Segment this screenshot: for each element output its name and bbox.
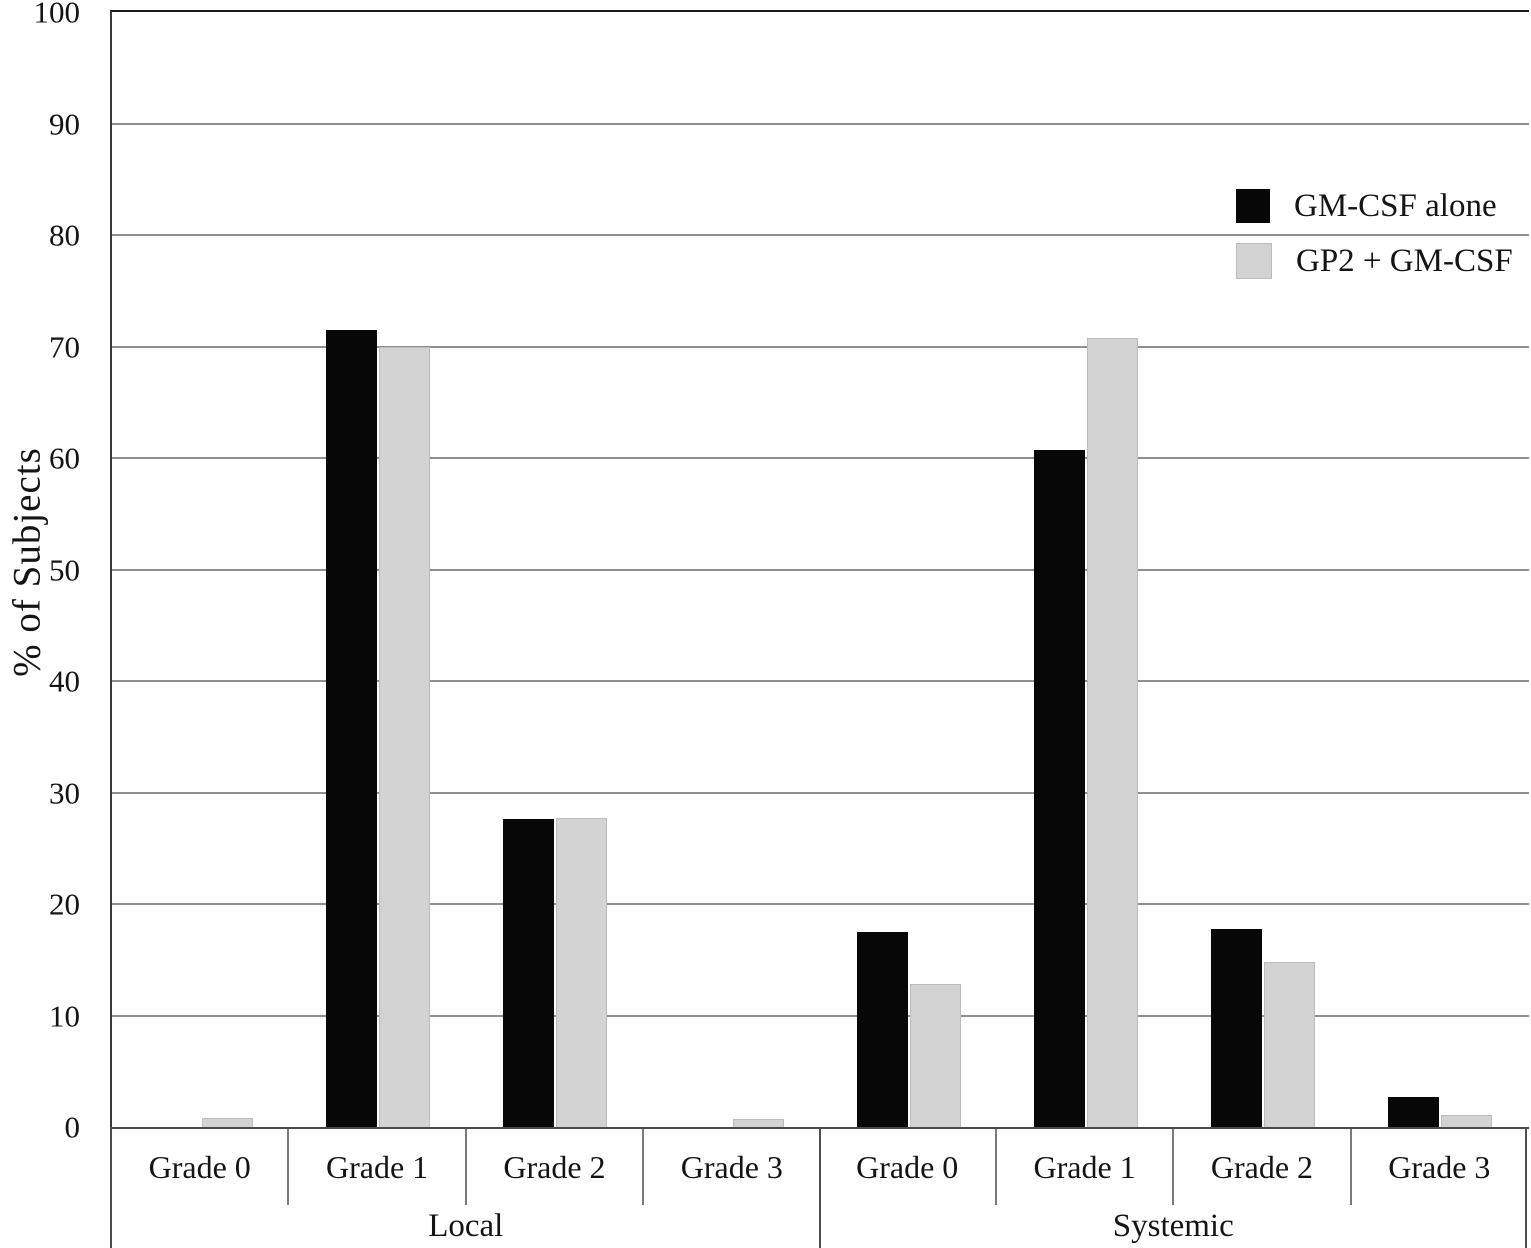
y-tick-label: 70 xyxy=(49,329,80,364)
y-tick-label: 100 xyxy=(33,0,81,30)
legend-label: GP2 + GM-CSF xyxy=(1296,242,1513,279)
x-category-label: Grade 3 xyxy=(680,1148,783,1185)
legend-item-gmcsf-alone: GM-CSF alone xyxy=(1236,188,1513,224)
axis-separator-middle xyxy=(819,1127,821,1248)
axis-separator-right xyxy=(1525,1127,1527,1248)
gridline xyxy=(112,568,1529,571)
category-cell xyxy=(998,12,1175,1127)
x-category-label: Grade 3 xyxy=(1388,1148,1491,1185)
category-cell xyxy=(1352,12,1529,1127)
bar-gp2-gmcsf xyxy=(732,1119,784,1127)
legend-label: GM-CSF alone xyxy=(1294,187,1497,224)
legend-item-gp2-gmcsf: GP2 + GM-CSF xyxy=(1236,243,1513,279)
gridline xyxy=(112,234,1529,236)
gridline xyxy=(112,345,1529,348)
x-group-label: Local xyxy=(428,1208,504,1244)
gridline xyxy=(112,1014,1529,1017)
category-cell xyxy=(643,12,820,1127)
bar-gp2-gmcsf xyxy=(1441,1114,1493,1127)
category-cell xyxy=(466,12,643,1127)
bar-gmcsf-alone xyxy=(857,931,909,1127)
x-group-label: Systemic xyxy=(1112,1208,1234,1244)
legend: GM-CSF alone GP2 + GM-CSF xyxy=(1236,188,1513,279)
bar-gp2-gmcsf xyxy=(555,818,607,1127)
x-category-label: Grade 2 xyxy=(1174,1129,1352,1205)
bar-gp2-gmcsf xyxy=(201,1118,253,1127)
bar-gmcsf-alone xyxy=(1211,928,1263,1127)
category-cell xyxy=(821,12,998,1127)
legend-swatch-black xyxy=(1236,189,1270,223)
bar-gp2-gmcsf xyxy=(378,346,430,1127)
x-category-label: Grade 0 xyxy=(112,1129,290,1205)
y-tick-label: 80 xyxy=(49,217,80,253)
x-axis-category-row: Grade 0 Grade 1 Grade 2 Grade 3 Grade 0 Grade… xyxy=(112,1129,1527,1205)
x-category-label: Grade 0 xyxy=(820,1129,997,1205)
bar-gp2-gmcsf xyxy=(1087,337,1139,1127)
gridline xyxy=(112,457,1529,459)
y-tick-label: 90 xyxy=(49,106,80,141)
legend-swatch-gray xyxy=(1236,243,1272,279)
y-tick-label: 10 xyxy=(49,998,80,1033)
y-tick-label: 20 xyxy=(49,886,80,922)
bar-gmcsf-alone xyxy=(502,819,554,1127)
bar-gp2-gmcsf xyxy=(1264,961,1316,1127)
bars-container xyxy=(112,12,1529,1127)
y-tick-label: 0 xyxy=(64,1109,81,1145)
bar-gmcsf-alone xyxy=(1388,1096,1440,1127)
y-tick-label: 30 xyxy=(49,775,80,810)
category-cell xyxy=(112,12,289,1127)
category-cell xyxy=(289,12,466,1127)
bar-gmcsf-alone xyxy=(1034,450,1086,1127)
axis-separator-left xyxy=(110,1127,112,1248)
plot-area xyxy=(110,10,1529,1129)
bar-gmcsf-alone xyxy=(325,329,377,1127)
y-tick-label: 50 xyxy=(49,552,80,587)
gridline xyxy=(112,680,1529,682)
x-category-label: Grade 2 xyxy=(467,1129,645,1205)
gridline xyxy=(112,903,1529,905)
bar-gp2-gmcsf xyxy=(910,984,962,1127)
y-tick-label: 60 xyxy=(49,440,80,476)
category-cell xyxy=(1175,12,1352,1127)
y-axis-tick-labels: 0 10 20 30 40 50 60 70 80 90 100 xyxy=(0,0,94,1143)
x-category-label: Grade 1 xyxy=(997,1129,1175,1205)
gridline xyxy=(112,122,1529,125)
x-category-label: Grade 1 xyxy=(289,1129,467,1205)
y-tick-label: 40 xyxy=(49,663,80,699)
x-axis-group-row: Local Systemic xyxy=(112,1205,1527,1248)
gridline xyxy=(112,791,1529,794)
